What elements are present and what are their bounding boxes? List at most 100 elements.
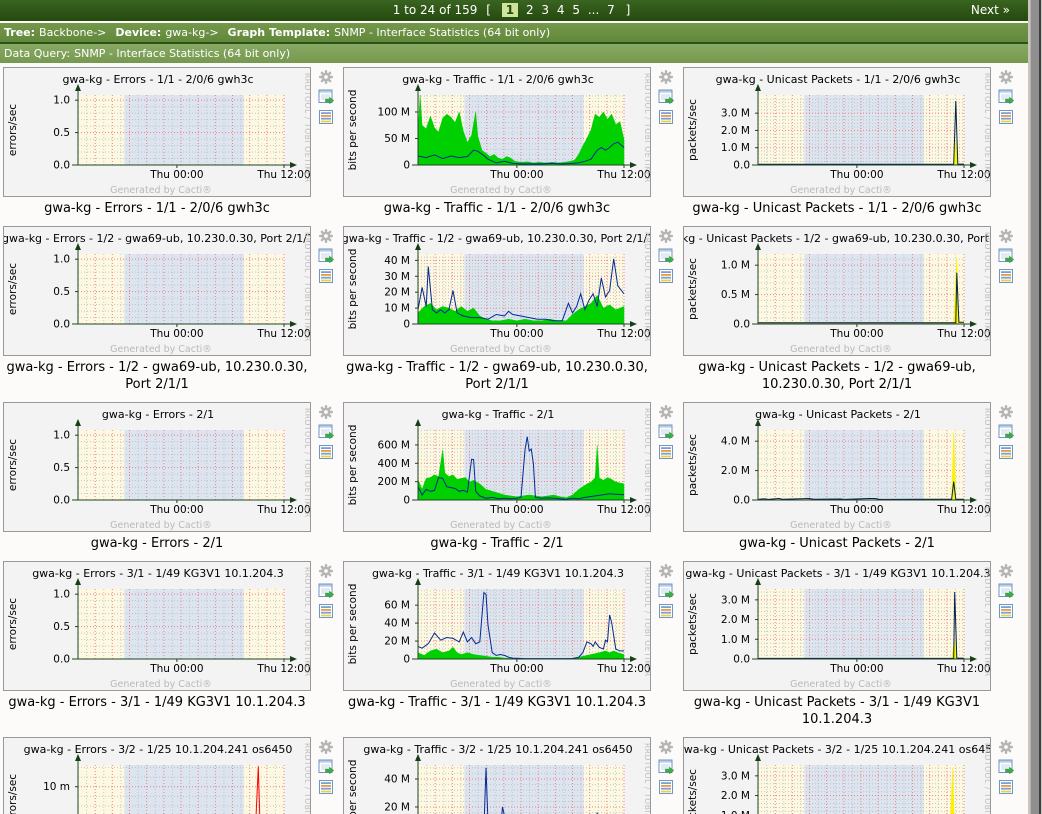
graph-legend-icon[interactable] <box>318 109 334 125</box>
graph-image[interactable]: 0.0 0.5 1.0 Thu 00:00 Thu 12:00 gwa-kg - Erro… <box>3 67 311 197</box>
csv-export-icon[interactable] <box>658 583 674 599</box>
rrdtool-watermark: RRDTOOL / TOBI OETIKER <box>643 567 651 677</box>
csv-export-icon[interactable] <box>998 759 1014 775</box>
series-line <box>255 766 261 814</box>
y-axis-label: packets/sec <box>687 434 699 496</box>
grid-lines <box>758 430 965 500</box>
graph-cell: 0 200 M 400 M 600 M Thu 00:00 Thu 12:00 gwa-kg… <box>340 402 680 552</box>
rrdtool-watermark: RRDTOOL / TOBI OETIKER <box>983 408 991 518</box>
graph-image[interactable]: 0.0 0.5 1.0 Thu 00:00 Thu 12:00 gwa-kg - Erro… <box>3 226 311 356</box>
graph-image[interactable]: 0 10 M 20 M 30 M 40 M Thu 00:00 Thu 12:00 gwa-k… <box>343 226 651 356</box>
axes <box>72 84 297 168</box>
csv-export-icon[interactable] <box>658 759 674 775</box>
graph-legend-icon[interactable] <box>998 603 1014 619</box>
graph-caption: gwa-kg - Traffic - 1/1 - 2/0/6 gwh3c <box>383 201 611 216</box>
rrdtool-watermark: RRDTOOL / TOBI OETIKER <box>303 567 311 677</box>
csv-export-icon[interactable] <box>998 583 1014 599</box>
page-link-1[interactable]: 1 <box>501 3 519 17</box>
graph-legend-icon[interactable] <box>318 603 334 619</box>
graph-settings-gear-icon[interactable] <box>318 563 334 579</box>
graph-image[interactable]: 0 200 M 400 M 600 M Thu 00:00 Thu 12:00 gwa-kg… <box>343 402 651 532</box>
graph-title: gwa-kg - Unicast Packets - 3/2 - 1/25 10… <box>684 743 991 756</box>
graph-image[interactable]: 0.0 0.5 1.0 Thu 00:00 Thu 12:00 gwa-kg - Erro… <box>3 561 311 691</box>
csv-export-icon[interactable] <box>318 248 334 264</box>
graph-settings-gear-icon[interactable] <box>658 404 674 420</box>
graph-legend-icon[interactable] <box>658 779 674 795</box>
csv-export-icon[interactable] <box>318 424 334 440</box>
graph-caption: gwa-kg - Traffic - 2/1 <box>430 536 564 551</box>
csv-export-icon[interactable] <box>318 759 334 775</box>
graph-settings-gear-icon[interactable] <box>998 69 1014 85</box>
generated-by-footer: Generated by Cacti® <box>110 344 212 355</box>
axes <box>752 243 977 327</box>
graph-template-label: Graph Template: <box>227 26 331 39</box>
series-area <box>417 94 625 166</box>
page-link-4[interactable]: 4 <box>556 3 565 17</box>
y-tick-label: 2.0 M <box>721 614 750 626</box>
csv-export-icon[interactable] <box>318 89 334 105</box>
axes <box>412 578 637 662</box>
graph-legend-icon[interactable] <box>998 268 1014 284</box>
graph-legend-icon[interactable] <box>658 109 674 125</box>
graph-legend-icon[interactable] <box>318 779 334 795</box>
graph-legend-icon[interactable] <box>658 444 674 460</box>
graph-settings-gear-icon[interactable] <box>318 69 334 85</box>
graph-settings-gear-icon[interactable] <box>998 228 1014 244</box>
csv-export-icon[interactable] <box>658 248 674 264</box>
csv-export-icon[interactable] <box>998 424 1014 440</box>
graph-legend-icon[interactable] <box>998 779 1014 795</box>
graph-settings-gear-icon[interactable] <box>318 404 334 420</box>
graph-grid: 0.0 0.5 1.0 Thu 00:00 Thu 12:00 gwa-kg - Erro… <box>0 63 1028 814</box>
csv-export-icon[interactable] <box>658 89 674 105</box>
tree-label: Tree: <box>4 26 36 39</box>
y-tick-label: 1.0 <box>53 430 70 442</box>
x-tick-label: Thu 12:00 <box>256 169 310 181</box>
x-tick-label: Thu 12:00 <box>256 504 310 516</box>
y-axis-label: bits per second <box>347 584 359 665</box>
next-page-link[interactable]: Next » <box>970 3 1010 17</box>
graph-legend-icon[interactable] <box>658 268 674 284</box>
graph-legend-icon[interactable] <box>318 444 334 460</box>
y-tick-label: 200 M <box>378 476 410 488</box>
rrdtool-watermark: RRDTOOL / TOBI OETIKER <box>303 232 311 342</box>
graph-settings-gear-icon[interactable] <box>658 739 674 755</box>
graph-settings-gear-icon[interactable] <box>658 563 674 579</box>
graph-legend-icon[interactable] <box>658 603 674 619</box>
graph-settings-gear-icon[interactable] <box>658 69 674 85</box>
graph-legend-icon[interactable] <box>998 444 1014 460</box>
graph-actions <box>998 69 1016 129</box>
vertical-scrollbar[interactable] <box>1028 0 1042 814</box>
csv-export-icon[interactable] <box>998 248 1014 264</box>
csv-export-icon[interactable] <box>658 424 674 440</box>
graph-image[interactable]: 0 20 M 40 M 60 M Thu 00:00 Thu 12:00 gwa-kg - … <box>343 561 651 691</box>
graph-settings-gear-icon[interactable] <box>318 739 334 755</box>
page-link-3[interactable]: 3 <box>541 3 550 17</box>
page-link-5[interactable]: 5 <box>572 3 580 17</box>
y-tick-label: 600 M <box>378 439 410 451</box>
graph-image[interactable]: 0.0 0.5 M 1.0 M Thu 00:00 Thu 12:00 gwa-kg - … <box>683 226 991 356</box>
csv-export-icon[interactable] <box>998 89 1014 105</box>
y-tick-label: 1.0 M <box>721 142 750 154</box>
page-link-7[interactable]: 7 <box>607 3 615 17</box>
graph-settings-gear-icon[interactable] <box>658 228 674 244</box>
graph-image[interactable]: 0.0 2.0 M 4.0 M Thu 00:00 Thu 12:00 gwa-kg - … <box>683 402 991 532</box>
graph-settings-gear-icon[interactable] <box>998 563 1014 579</box>
csv-export-icon[interactable] <box>318 583 334 599</box>
graph-settings-gear-icon[interactable] <box>318 228 334 244</box>
graph-settings-gear-icon[interactable] <box>998 739 1014 755</box>
graph-legend-icon[interactable] <box>998 109 1014 125</box>
graph-settings-gear-icon[interactable] <box>998 404 1014 420</box>
scrollbar-thumb[interactable] <box>1030 0 1041 814</box>
graph-caption: gwa-kg - Errors - 3/1 - 1/49 KG3V1 10.1.… <box>8 695 306 710</box>
graph-image[interactable]: 0.0 0.5 1.0 Thu 00:00 Thu 12:00 gwa-kg - Erro… <box>3 402 311 532</box>
graph-legend-icon[interactable] <box>318 268 334 284</box>
page-link-2[interactable]: 2 <box>525 3 534 17</box>
graph-image[interactable]: 0 50 M 100 M Thu 00:00 Thu 12:00 gwa-kg - Tra… <box>343 67 651 197</box>
rrdtool-watermark: RRDTOOL / TOBI OETIKER <box>303 73 311 183</box>
